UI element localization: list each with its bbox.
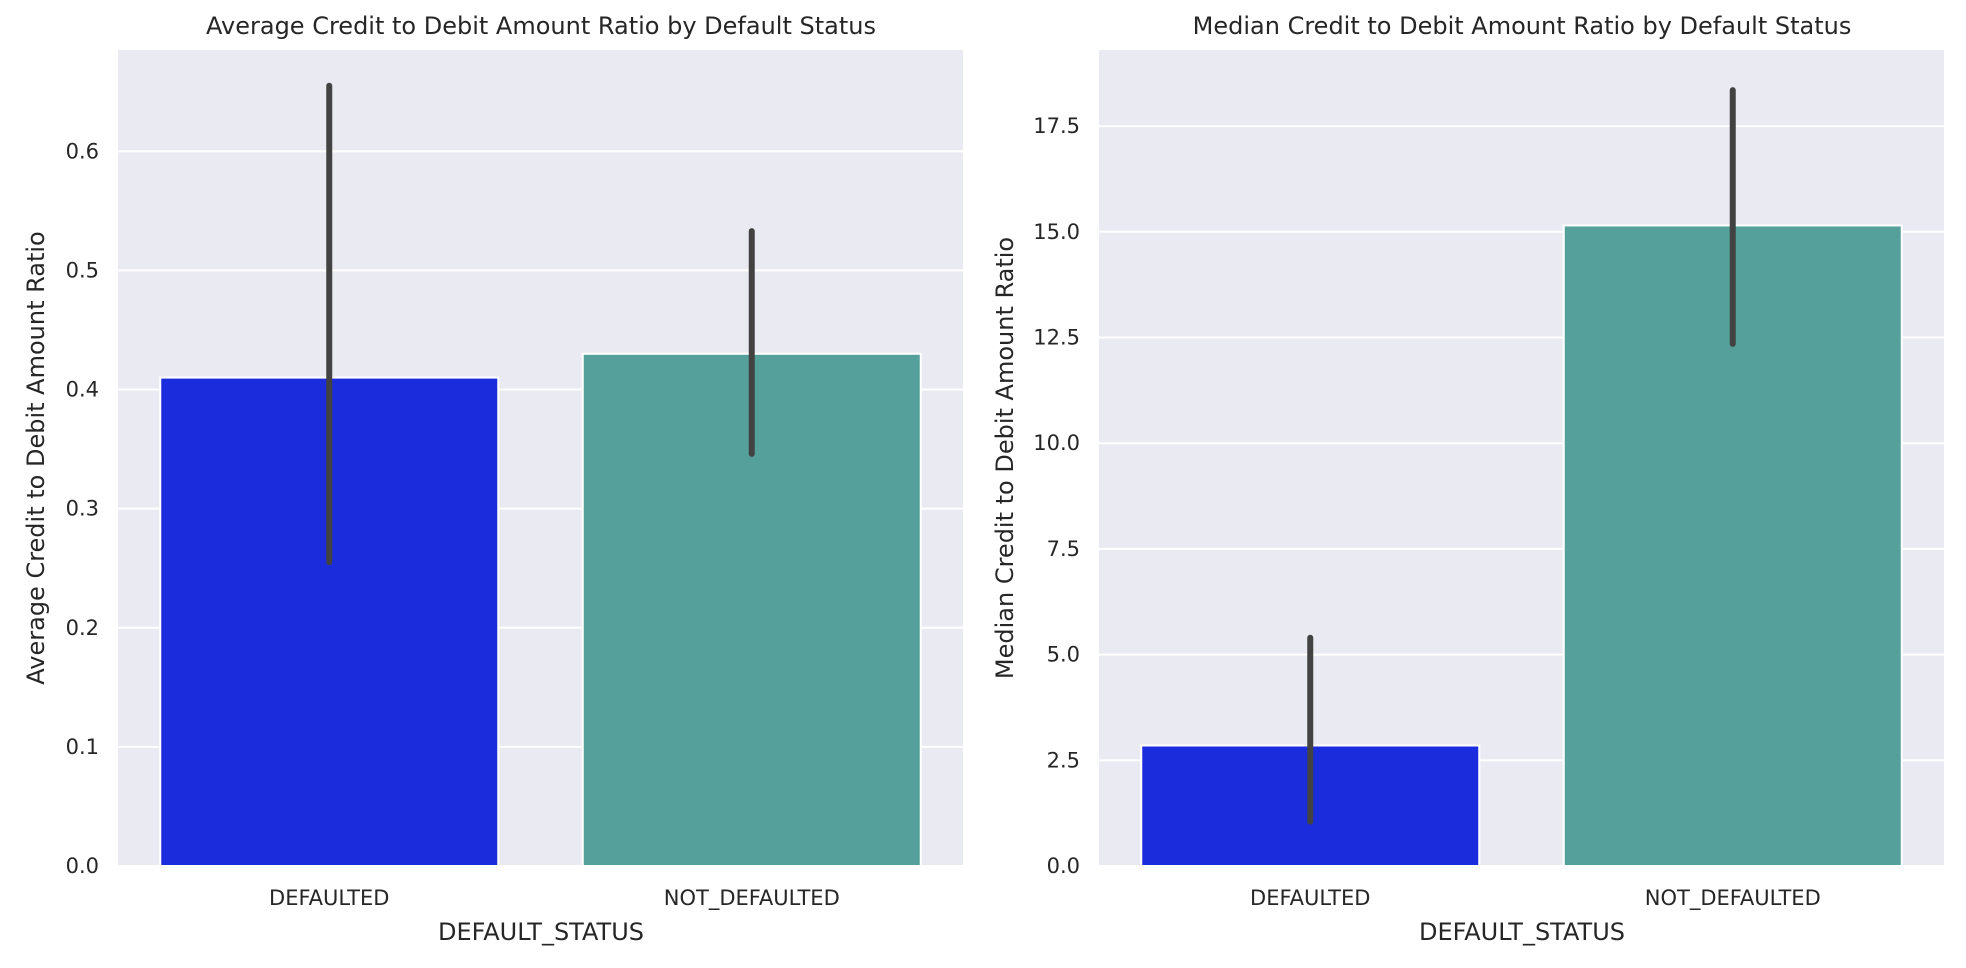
y-tick-label: 12.5 xyxy=(1033,326,1080,350)
y-tick-label: 15.0 xyxy=(1033,220,1080,244)
y-tick-label: 5.0 xyxy=(1047,643,1080,667)
chart-title: Median Credit to Debit Amount Ratio by D… xyxy=(1193,12,1852,40)
y-tick-label: 2.5 xyxy=(1047,748,1080,772)
x-axis-label: DEFAULT_STATUS xyxy=(1419,918,1625,946)
x-tick-label: NOT_DEFAULTED xyxy=(1645,886,1821,911)
plot-area xyxy=(118,50,963,867)
x-tick-label: DEFAULTED xyxy=(269,886,389,910)
y-axis-label: Median Credit to Debit Amount Ratio xyxy=(991,237,1019,679)
y-tick-label: 10.0 xyxy=(1033,431,1080,455)
x-tick-label: NOT_DEFAULTED xyxy=(664,886,840,911)
average-ratio-chart: Average Credit to Debit Amount Ratio by … xyxy=(22,12,963,946)
x-tick-label: DEFAULTED xyxy=(1250,886,1370,910)
y-tick-label: 0.4 xyxy=(66,378,99,402)
y-tick-label: 0.0 xyxy=(1047,854,1080,878)
y-tick-label: 7.5 xyxy=(1047,537,1080,561)
y-tick-label: 0.1 xyxy=(66,735,99,759)
y-tick-label: 17.5 xyxy=(1033,114,1080,138)
median-ratio-chart: Median Credit to Debit Amount Ratio by D… xyxy=(991,12,1944,946)
y-tick-label: 0.6 xyxy=(66,139,99,163)
chart-title: Average Credit to Debit Amount Ratio by … xyxy=(206,12,876,40)
y-tick-label: 0.2 xyxy=(66,616,99,640)
x-axis-label: DEFAULT_STATUS xyxy=(438,918,644,946)
y-axis-label: Average Credit to Debit Amount Ratio xyxy=(22,231,50,684)
plot-area xyxy=(1099,50,1944,868)
y-tick-label: 0.0 xyxy=(66,854,99,878)
y-tick-label: 0.5 xyxy=(66,258,99,282)
y-tick-label: 0.3 xyxy=(66,497,99,521)
